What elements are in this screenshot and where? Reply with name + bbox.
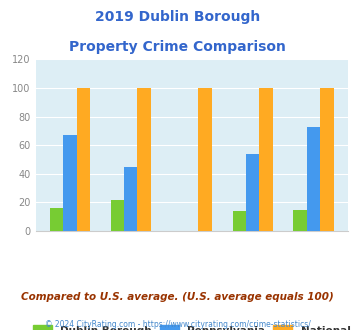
Bar	[260, 88, 273, 231]
Text: Property Crime Comparison: Property Crime Comparison	[69, 40, 286, 53]
Legend: Dublin Borough, Pennsylvania, National: Dublin Borough, Pennsylvania, National	[33, 325, 350, 330]
Bar	[63, 135, 77, 231]
Bar	[320, 88, 334, 231]
Bar	[246, 154, 260, 231]
Bar	[77, 88, 90, 231]
Bar	[50, 208, 63, 231]
Bar	[233, 211, 246, 231]
Bar	[198, 88, 212, 231]
Text: © 2024 CityRating.com - https://www.cityrating.com/crime-statistics/: © 2024 CityRating.com - https://www.city…	[45, 320, 310, 329]
Text: 2019 Dublin Borough: 2019 Dublin Borough	[95, 10, 260, 24]
Bar	[294, 210, 307, 231]
Bar	[111, 200, 124, 231]
Bar	[124, 167, 137, 231]
Bar	[137, 88, 151, 231]
Bar	[307, 127, 320, 231]
Text: Compared to U.S. average. (U.S. average equals 100): Compared to U.S. average. (U.S. average …	[21, 292, 334, 302]
